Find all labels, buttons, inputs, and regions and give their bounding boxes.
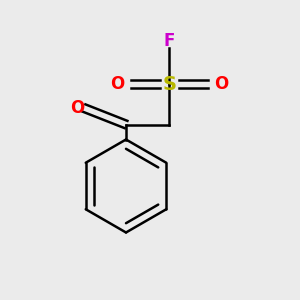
Text: F: F: [164, 32, 175, 50]
Text: O: O: [70, 99, 85, 117]
Text: S: S: [163, 74, 176, 94]
Text: O: O: [214, 75, 229, 93]
Text: O: O: [110, 75, 125, 93]
